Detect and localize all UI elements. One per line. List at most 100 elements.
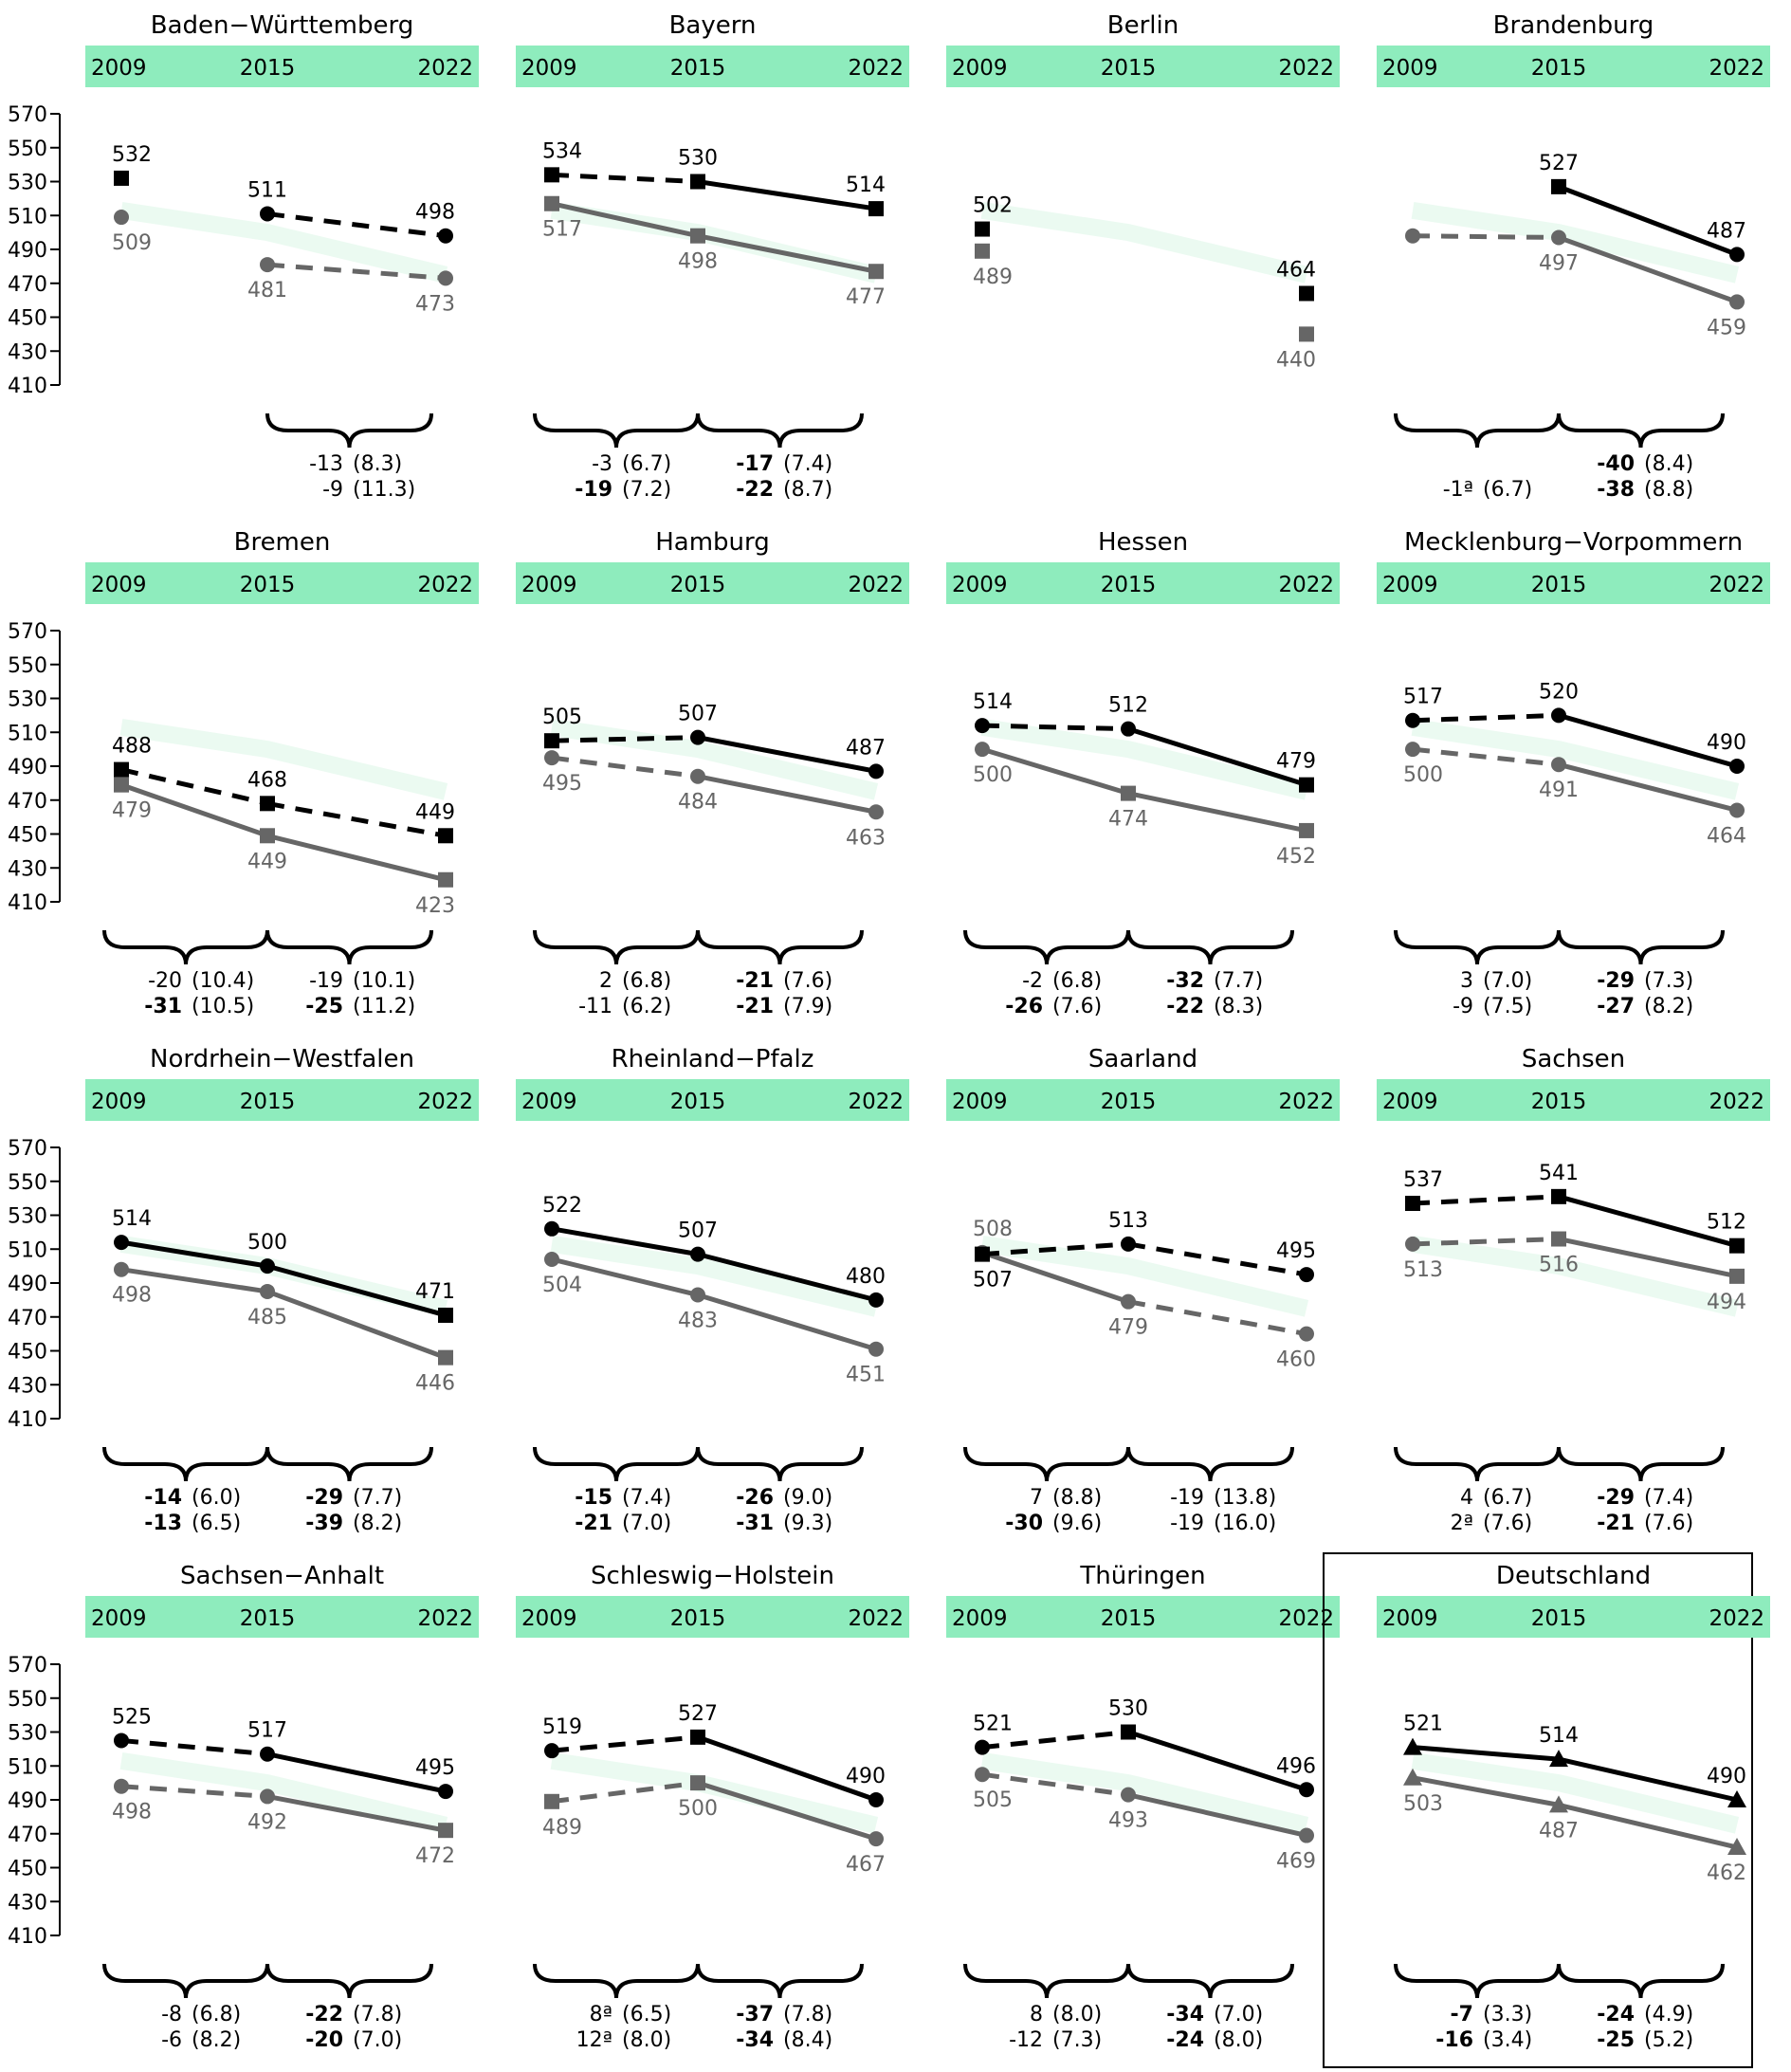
year-band bbox=[946, 1596, 1340, 1638]
gray-series-label: 473 bbox=[415, 292, 455, 316]
dark-series-label: 541 bbox=[1539, 1162, 1579, 1185]
panel-saarland: Saarland 2009 2015 2022 508 479 460 507 513 495 7 (… bbox=[946, 1045, 1340, 1535]
dark-series-point bbox=[690, 174, 705, 190]
dark-series-point bbox=[1121, 721, 1136, 737]
dark-series-point bbox=[260, 206, 275, 222]
dark-series-label: 514 bbox=[1539, 1724, 1579, 1748]
year-label: 2015 bbox=[670, 573, 726, 597]
dark-series-point bbox=[975, 718, 990, 734]
panel-title: Bremen bbox=[234, 528, 331, 557]
year-label: 2009 bbox=[91, 573, 147, 597]
gray-series-point bbox=[544, 750, 559, 766]
dark-series-point bbox=[438, 1784, 453, 1800]
difference-row2-se: (6.2) bbox=[622, 995, 671, 1018]
difference-row1-value: 2 bbox=[599, 969, 612, 993]
year-label: 2022 bbox=[848, 573, 904, 597]
gray-series-segment bbox=[1412, 1775, 1560, 1807]
panel-title: Hessen bbox=[1098, 528, 1188, 557]
difference-row1-value: -15 bbox=[575, 1486, 612, 1510]
y-tick-label: 490 bbox=[8, 239, 47, 263]
panel-rheinland-pfalz: Rheinland−Pfalz 2009 2015 2022 504 483 451 522 5… bbox=[516, 1045, 909, 1535]
difference-row1-se: (8.4) bbox=[1644, 452, 1693, 476]
difference-brace bbox=[1126, 1963, 1294, 1999]
y-tick-label: 470 bbox=[8, 1307, 47, 1330]
gray-series-point bbox=[1121, 1787, 1136, 1803]
difference-row2-se: (8.4) bbox=[783, 2028, 832, 2052]
y-tick-label: 570 bbox=[8, 1654, 47, 1678]
dark-series-segment bbox=[981, 1241, 1129, 1257]
gray-series-point bbox=[690, 1287, 705, 1303]
y-tick-label: 550 bbox=[8, 1688, 47, 1712]
panel-berlin: Berlin 2009 2015 2022 489 440 502 464 bbox=[946, 11, 1340, 372]
dark-series-label: 500 bbox=[247, 1231, 287, 1255]
year-label: 2015 bbox=[1531, 56, 1587, 81]
difference-row1-value: 8 bbox=[1030, 2003, 1043, 2026]
dark-series-point bbox=[114, 170, 129, 186]
panel-mecklenburg-vorpommern: Mecklenburg−Vorpommern 2009 2015 2022 500 491… bbox=[1377, 528, 1770, 1018]
dark-series-segment bbox=[981, 723, 1129, 732]
dark-series-label: 517 bbox=[1403, 686, 1443, 709]
dark-series-point bbox=[260, 1746, 275, 1762]
difference-row1-se: (7.0) bbox=[1214, 2003, 1263, 2026]
dark-series-point bbox=[114, 761, 129, 778]
difference-brace bbox=[533, 929, 700, 965]
gray-series-point bbox=[1729, 294, 1745, 310]
difference-brace bbox=[533, 413, 700, 449]
difference-row1-value: 4 bbox=[1460, 1486, 1473, 1510]
y-tick-label: 510 bbox=[8, 722, 47, 745]
dark-series-point bbox=[690, 1729, 705, 1745]
gray-series-label: 463 bbox=[846, 826, 886, 850]
gray-series-segment bbox=[697, 1780, 877, 1842]
difference-row1-value: -34 bbox=[1166, 2003, 1204, 2026]
year-label: 2015 bbox=[1101, 1090, 1157, 1114]
difference-row2-value: -19 bbox=[575, 478, 612, 502]
gray-series-label: 474 bbox=[1108, 808, 1148, 832]
difference-brace bbox=[1394, 929, 1561, 965]
year-label: 2009 bbox=[1382, 56, 1438, 81]
difference-row1-se: (7.3) bbox=[1644, 969, 1693, 993]
difference-row2-value: -13 bbox=[144, 1512, 182, 1535]
difference-brace bbox=[963, 1446, 1130, 1482]
reference-band bbox=[980, 1235, 1309, 1317]
gray-series-label: 494 bbox=[1707, 1291, 1746, 1314]
dark-series-label: 530 bbox=[678, 147, 718, 171]
difference-brace bbox=[265, 1963, 433, 1999]
dark-series-label: 495 bbox=[1276, 1239, 1316, 1263]
panel-title: Sachsen−Anhalt bbox=[180, 1562, 384, 1590]
year-label: 2015 bbox=[1101, 1606, 1157, 1631]
difference-row2-value: -19 bbox=[1170, 1512, 1204, 1535]
gray-series-label: 451 bbox=[846, 1364, 886, 1387]
y-tick-label: 510 bbox=[8, 1755, 47, 1779]
dark-series-segment bbox=[551, 1226, 699, 1257]
year-label: 2015 bbox=[1101, 56, 1157, 81]
dark-series-point bbox=[260, 1258, 275, 1274]
gray-series-point bbox=[438, 871, 453, 888]
gray-series-segment bbox=[981, 1250, 1129, 1305]
panel-hessen: Hessen 2009 2015 2022 500 474 452 514 512 479 -2 (6… bbox=[946, 528, 1340, 1018]
gray-series-point bbox=[1405, 1236, 1420, 1252]
difference-row1-value: -24 bbox=[1597, 2003, 1635, 2026]
difference-row1-se: (8.0) bbox=[1052, 2003, 1102, 2026]
dark-series-segment bbox=[697, 1734, 877, 1803]
difference-row1-se: (6.5) bbox=[622, 2003, 671, 2026]
gray-series-segment bbox=[551, 1256, 699, 1297]
year-label: 2009 bbox=[91, 1606, 147, 1631]
difference-row2-se: (7.6) bbox=[1052, 995, 1102, 1018]
gray-series-label: 472 bbox=[415, 1844, 455, 1868]
gray-series-label: 505 bbox=[973, 1788, 1013, 1812]
dark-series-point bbox=[544, 733, 559, 749]
dark-series-segment bbox=[1558, 184, 1738, 257]
difference-row2-value: -25 bbox=[305, 995, 343, 1018]
difference-brace bbox=[963, 929, 1130, 965]
gray-series-segment bbox=[266, 833, 447, 883]
dark-series-label: 464 bbox=[1276, 258, 1316, 282]
difference-row1-se: (7.8) bbox=[353, 2003, 402, 2026]
difference-row1-se: (6.0) bbox=[192, 1486, 241, 1510]
difference-row2-value: -9 bbox=[322, 478, 343, 502]
dark-series-label: 519 bbox=[542, 1715, 582, 1739]
dark-series-label: 488 bbox=[112, 735, 152, 759]
difference-row2-se: (7.6) bbox=[1644, 1512, 1693, 1535]
y-tick-label: 530 bbox=[8, 172, 47, 195]
gray-series-label: 517 bbox=[542, 218, 582, 242]
